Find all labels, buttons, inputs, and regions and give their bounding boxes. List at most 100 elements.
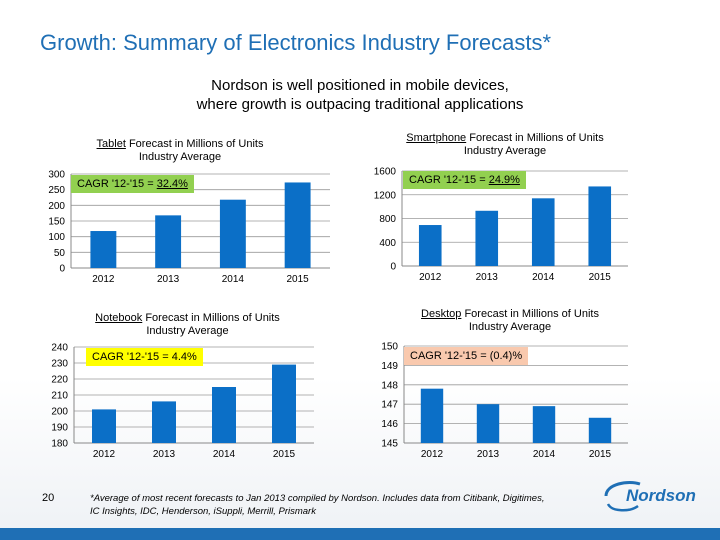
nordson-logo: Nordson [600, 476, 700, 516]
smartphone-title-rest: Forecast in Millions of Units [466, 132, 604, 144]
footnote: *Average of most recent forecasts to Jan… [90, 492, 544, 518]
footnote-line-2: IC Insights, IDC, Henderson, iSuppli, Me… [90, 506, 316, 517]
tablet-xtick-label: 2014 [222, 274, 245, 285]
subtitle-line-2: where growth is outpacing traditional ap… [196, 96, 524, 113]
desktop-chart-plot: 145 146 147 148 149 150 2012 2013 2014 2015 [381, 342, 628, 460]
desktop-bar-2015 [588, 417, 612, 443]
tablet-ytick-label: 300 [48, 170, 65, 181]
tablet-cagr-badge: CAGR '12-'15 = 32.4% [71, 175, 194, 193]
notebook-title-underlined: Notebook [95, 312, 143, 324]
smartphone-xtick-label: 2014 [532, 272, 555, 283]
notebook-ytick-label: 230 [51, 359, 68, 370]
desktop-ytick-label: 148 [381, 380, 398, 391]
notebook-chart-plot: 180 190 200 210 220 230 240 2012 2013 2014 2015 [51, 343, 314, 460]
smartphone-ytick-label: 1600 [374, 167, 397, 178]
notebook-xtick-label: 2013 [153, 449, 176, 460]
smartphone-title-underlined: Smartphone [406, 132, 467, 144]
smartphone-chart: Smartphone Forecast in Millions of Units… [360, 128, 660, 288]
tablet-chart: Tablet Forecast in Millions of Units Ind… [30, 132, 330, 292]
notebook-xtick-label: 2015 [273, 449, 296, 460]
desktop-ytick-label: 150 [381, 342, 398, 353]
smartphone-title-line2: Industry Average [463, 145, 547, 157]
notebook-ytick-label: 190 [51, 423, 68, 434]
desktop-title-rest: Forecast in Millions of Units [461, 308, 599, 320]
smartphone-xtick-label: 2015 [589, 272, 612, 283]
desktop-title-line2: Industry Average [468, 321, 552, 333]
tablet-xtick-label: 2013 [157, 274, 180, 285]
notebook-cagr-label: CAGR '12-'15 = 4.4% [92, 351, 197, 363]
notebook-xtick-label: 2014 [213, 449, 236, 460]
notebook-title-line2: Industry Average [146, 325, 229, 337]
page-title: Growth: Summary of Electronics Industry … [40, 30, 552, 55]
subtitle-line-1: Nordson is well positioned in mobile dev… [211, 77, 509, 94]
tablet-bar-2014 [219, 199, 246, 268]
smartphone-chart-title: Smartphone Forecast in Millions of Units… [390, 132, 620, 158]
smartphone-chart-plot: 0 400 800 1200 1600 2012 2013 2014 2015 [374, 167, 628, 283]
tablet-ytick-label: 150 [48, 217, 65, 228]
desktop-ytick-label: 145 [381, 439, 398, 450]
notebook-bar-2015 [272, 364, 296, 443]
tablet-bar-2013 [155, 215, 182, 268]
subtitle: Nordson is well positioned in mobile dev… [0, 76, 720, 114]
desktop-ytick-label: 147 [381, 400, 398, 411]
desktop-ytick-label: 146 [381, 419, 398, 430]
desktop-ytick-label: 149 [381, 361, 398, 372]
smartphone-ytick-label: 1200 [374, 190, 397, 201]
smartphone-ytick-label: 400 [379, 238, 396, 249]
smartphone-ytick-label: 0 [390, 262, 396, 273]
smartphone-cagr-value: 24.9% [488, 174, 520, 186]
desktop-bar-2012 [420, 388, 444, 443]
notebook-xtick-label: 2012 [93, 449, 116, 460]
smartphone-xtick-label: 2013 [476, 272, 499, 283]
page-number: 20 [42, 492, 55, 504]
tablet-ytick-label: 100 [48, 232, 65, 243]
smartphone-xtick-label: 2012 [419, 272, 442, 283]
notebook-ytick-label: 210 [51, 391, 68, 402]
desktop-chart: Desktop Forecast in Millions of Units In… [360, 304, 660, 464]
bottom-bar [0, 528, 720, 540]
tablet-xtick-label: 2012 [92, 274, 115, 285]
smartphone-ytick-label: 800 [379, 214, 396, 225]
desktop-chart-title: Desktop Forecast in Millions of Units In… [400, 308, 620, 334]
notebook-ytick-label: 220 [51, 375, 68, 386]
desktop-xtick-label: 2014 [533, 449, 556, 460]
tablet-ytick-label: 250 [48, 185, 65, 196]
desktop-xtick-label: 2015 [589, 449, 612, 460]
smartphone-cagr-label: CAGR '12-'15 = [409, 174, 489, 186]
desktop-bar-2014 [532, 406, 556, 443]
notebook-ytick-label: 240 [51, 343, 68, 354]
tablet-chart-title: Tablet Forecast in Millions of Units Ind… [70, 138, 290, 164]
desktop-cagr-badge: CAGR '12-'15 = (0.4)% [404, 347, 529, 365]
tablet-chart-plot: 0 50 100 150 200 250 300 2012 2013 2014 2015 [48, 170, 330, 285]
tablet-ytick-label: 50 [54, 248, 66, 259]
tablet-title-rest: Forecast in Millions of Units [125, 138, 264, 150]
tablet-xtick-label: 2015 [287, 274, 310, 285]
desktop-title-underlined: Desktop [421, 308, 462, 320]
desktop-bar-2013 [476, 404, 500, 443]
smartphone-cagr-badge: CAGR '12-'15 = 24.9% [403, 171, 526, 189]
notebook-bar-2012 [92, 409, 116, 443]
smartphone-bar-2014 [531, 198, 555, 266]
notebook-cagr-badge: CAGR '12-'15 = 4.4% [86, 348, 203, 366]
notebook-ytick-label: 180 [51, 439, 68, 450]
smartphone-bar-2015 [588, 186, 612, 266]
notebook-bar-2014 [212, 387, 236, 443]
tablet-title-line2: Industry Average [138, 151, 222, 163]
tablet-cagr-label: CAGR '12-'15 = [77, 178, 157, 190]
smartphone-bar-2013 [475, 210, 499, 266]
notebook-chart-title: Notebook Forecast in Millions of Units I… [75, 312, 300, 338]
desktop-xtick-label: 2012 [421, 449, 444, 460]
tablet-title-underlined: Tablet [96, 138, 126, 150]
nordson-logo-icon: Nordson [604, 481, 696, 512]
smartphone-bar-2012 [418, 225, 442, 266]
notebook-ytick-label: 200 [51, 407, 68, 418]
svg-text:Nordson: Nordson [626, 486, 696, 505]
desktop-cagr-label: CAGR '12-'15 = (0.4)% [410, 350, 523, 362]
tablet-ytick-label: 0 [59, 264, 65, 275]
desktop-xtick-label: 2013 [477, 449, 500, 460]
notebook-chart: Notebook Forecast in Millions of Units I… [30, 306, 330, 466]
notebook-bar-2013 [152, 401, 176, 443]
tablet-bar-2012 [90, 231, 117, 268]
tablet-cagr-value: 32.4% [156, 178, 188, 190]
notebook-title-rest: Forecast in Millions of Units [142, 312, 280, 324]
